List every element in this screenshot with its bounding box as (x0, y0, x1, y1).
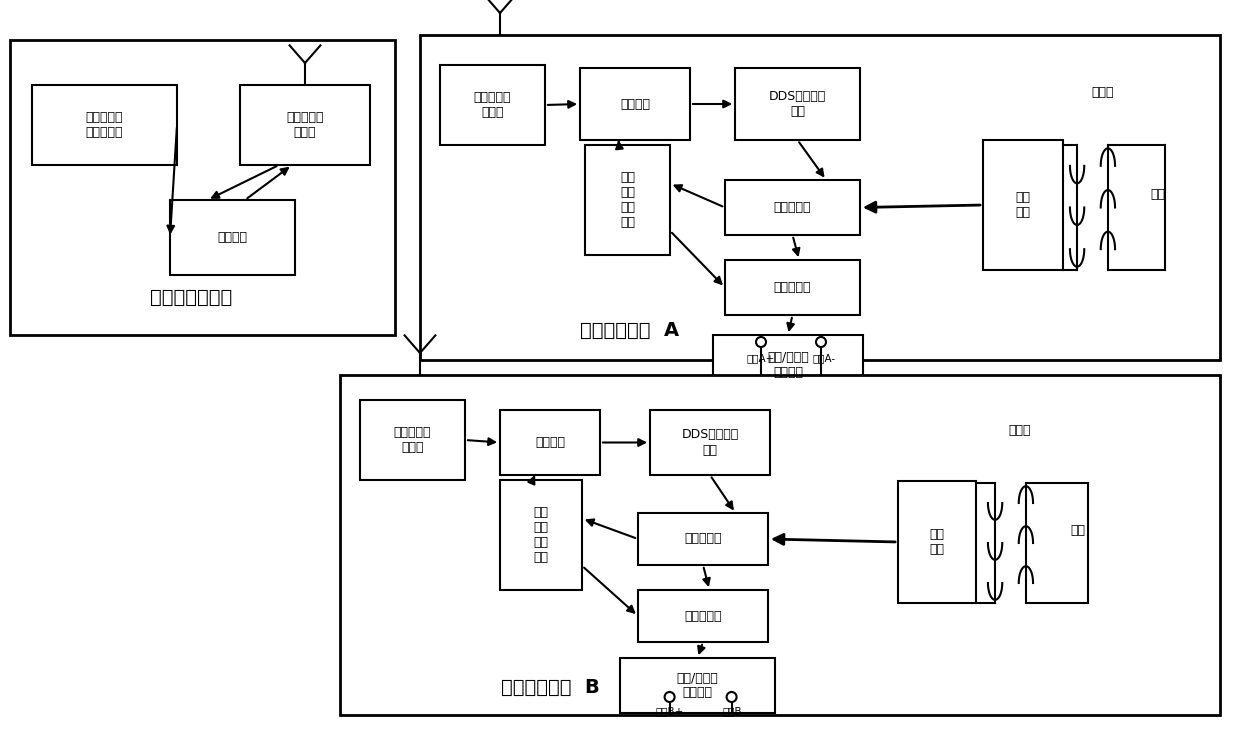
Bar (735, 68, 861, 140)
Text: 输出A+: 输出A+ (746, 353, 775, 363)
Text: 射频数据收
发模块: 射频数据收 发模块 (394, 426, 432, 454)
Bar (170, 200, 295, 275)
Text: 副放大器单元  B: 副放大器单元 B (501, 677, 599, 696)
Text: 射频数据收
发模块: 射频数据收 发模块 (286, 111, 324, 139)
Bar (725, 180, 861, 235)
Text: 输出B+: 输出B+ (656, 706, 683, 716)
Circle shape (816, 337, 826, 347)
Text: 射频数据收
发模块: 射频数据收 发模块 (474, 91, 511, 119)
Circle shape (756, 337, 766, 347)
Text: 信号
调理
采集
模块: 信号 调理 采集 模块 (620, 171, 635, 229)
Circle shape (727, 692, 737, 702)
Text: 继电器模块: 继电器模块 (684, 610, 722, 623)
Text: DDS波形合成
模块: DDS波形合成 模块 (681, 429, 739, 456)
Bar (639, 513, 768, 565)
Text: 滤波器模块: 滤波器模块 (774, 201, 811, 214)
Bar (500, 410, 600, 475)
Bar (639, 590, 768, 642)
Text: 输出B-: 输出B- (723, 706, 746, 716)
Circle shape (665, 692, 675, 702)
Text: 变压器: 变压器 (1091, 86, 1115, 99)
Text: 线性
电源: 线性 电源 (930, 528, 945, 556)
Text: 输出A-: 输出A- (812, 353, 836, 363)
Text: DDS波形合成
模块: DDS波形合成 模块 (769, 90, 826, 118)
Bar (420, 35, 1220, 360)
Bar (340, 375, 1220, 715)
Text: 继电器模块: 继电器模块 (774, 281, 811, 294)
Bar (360, 400, 465, 480)
Text: 信号
调理
采集
模块: 信号 调理 采集 模块 (533, 506, 548, 564)
Bar (725, 260, 861, 315)
Text: 主控制处理单元: 主控制处理单元 (150, 288, 232, 307)
Bar (713, 335, 863, 395)
Text: 市电: 市电 (1151, 188, 1166, 201)
Bar (983, 140, 1063, 270)
Text: 变压器: 变压器 (1009, 423, 1032, 437)
Bar (32, 85, 177, 165)
Bar (10, 40, 396, 335)
Bar (650, 410, 770, 475)
Text: 滤波器模块: 滤波器模块 (684, 532, 722, 545)
Text: 副放大器单元  A: 副放大器单元 A (580, 320, 680, 339)
Text: 从单片机: 从单片机 (534, 436, 565, 449)
Text: 同相/反向放
大器模块: 同相/反向放 大器模块 (677, 672, 718, 699)
Bar (580, 68, 689, 140)
Text: 从单片机: 从单片机 (620, 98, 650, 110)
Bar (898, 481, 976, 603)
Bar (500, 480, 582, 590)
Bar (440, 65, 546, 145)
Bar (620, 658, 775, 713)
Text: 与市电隔离
的供电模块: 与市电隔离 的供电模块 (86, 111, 123, 139)
Text: 主单片机: 主单片机 (217, 231, 248, 244)
Bar (241, 85, 370, 165)
Text: 市电: 市电 (1070, 523, 1085, 537)
Bar (585, 145, 670, 255)
Text: 线性
电源: 线性 电源 (1016, 191, 1030, 219)
Text: 同相/反向放
大器模块: 同相/反向放 大器模块 (768, 351, 808, 379)
